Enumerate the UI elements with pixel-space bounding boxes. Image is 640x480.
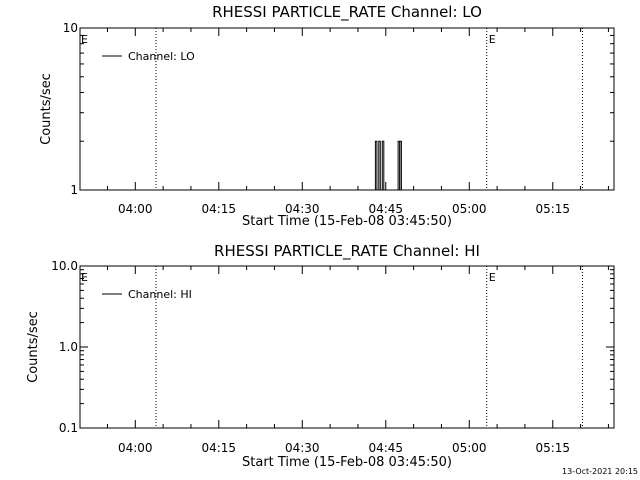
x-tick-label: 05:00 xyxy=(452,441,487,455)
y-tick-label: 1.0 xyxy=(59,340,78,354)
plot-frame xyxy=(79,27,615,191)
x-tick-label: 04:15 xyxy=(201,202,236,216)
timestamp-footer: 13-Oct-2021 20:15 xyxy=(562,467,638,476)
x-tick-label: 04:00 xyxy=(118,202,153,216)
edge-marker-label: E xyxy=(489,271,496,284)
y-axis-label: Counts/sec xyxy=(26,311,41,383)
edge-marker-label: E xyxy=(81,33,88,46)
hi-channel-panel: RHESSI PARTICLE_RATE Channel: HI 04:00 04:… xyxy=(26,242,615,470)
x-tick-label: 04:30 xyxy=(285,441,320,455)
y-axis-label: Counts/sec xyxy=(39,73,54,145)
legend-label: Channel: HI xyxy=(128,288,192,301)
edge-marker-label: E xyxy=(81,271,88,284)
edge-marker-label: E xyxy=(489,33,496,46)
x-tick-label: 04:45 xyxy=(368,202,403,216)
y-tick-label: 1 xyxy=(70,183,78,197)
x-tick-label: 04:30 xyxy=(285,202,320,216)
chart-title: RHESSI PARTICLE_RATE Channel: HI xyxy=(214,242,480,261)
x-tick-label: 04:00 xyxy=(118,441,153,455)
series-line xyxy=(373,140,404,191)
x-tick-label: 05:00 xyxy=(452,202,487,216)
y-tick-label: 10.0 xyxy=(51,259,78,273)
x-axis-label: Start Time (15-Feb-08 03:45:50) xyxy=(242,455,452,470)
x-tick-label: 05:15 xyxy=(535,202,570,216)
legend-label: Channel: LO xyxy=(128,50,195,63)
x-tick-label: 05:15 xyxy=(535,441,570,455)
x-tick-label: 04:45 xyxy=(368,441,403,455)
y-tick-label: 0.1 xyxy=(59,421,78,435)
lo-channel-panel: RHESSI PARTICLE_RATE Channel: LO 04:00 04:… xyxy=(39,3,615,229)
chart-title: RHESSI PARTICLE_RATE Channel: LO xyxy=(212,3,482,22)
y-tick-label: 10 xyxy=(63,21,78,35)
x-axis-label: Start Time (15-Feb-08 03:45:50) xyxy=(242,214,452,229)
x-tick-label: 04:15 xyxy=(201,441,236,455)
